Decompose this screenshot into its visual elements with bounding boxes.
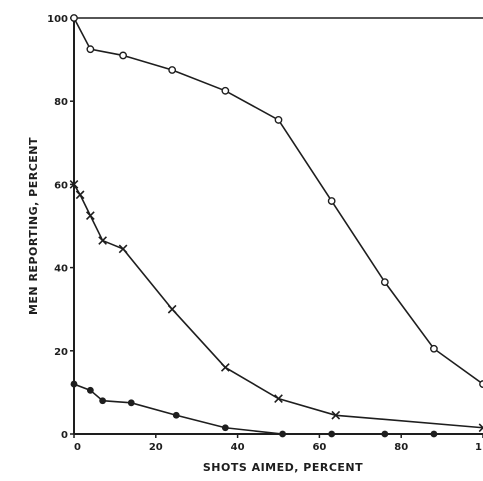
data-point [99, 397, 107, 405]
series-layer [69, 14, 483, 438]
series-x [69, 180, 483, 433]
data-point [328, 430, 336, 438]
axes [73, 17, 483, 435]
data-point [75, 190, 85, 200]
x-tick-label: 80 [394, 442, 408, 453]
data-point [98, 236, 107, 245]
data-point [69, 180, 79, 189]
y-tick-label: 0 [61, 430, 68, 441]
data-point [220, 363, 230, 372]
x-tick-label: 1 [475, 442, 482, 453]
data-point [86, 45, 95, 54]
data-point [331, 410, 341, 420]
x-tick-label: 20 [149, 442, 163, 453]
x-tick-label: 60 [312, 442, 326, 453]
data-point [381, 430, 389, 438]
series-circle-filled [70, 380, 438, 438]
y-tick-label: 60 [54, 180, 68, 191]
data-point [167, 304, 177, 314]
x-tick-label: 40 [231, 442, 245, 453]
data-point [478, 423, 483, 433]
series-circle-open [70, 14, 483, 388]
y-tick-label: 80 [54, 97, 68, 108]
data-point [172, 411, 180, 419]
data-point [85, 211, 95, 220]
data-point [274, 394, 283, 404]
y-ticks: 0 20 40 60 80 100 [47, 14, 74, 441]
data-point [380, 278, 389, 287]
y-tick-label: 20 [54, 347, 68, 358]
series-line [73, 183, 483, 429]
data-point [168, 66, 177, 74]
data-point [327, 197, 336, 205]
data-point [221, 424, 229, 432]
x-ticks: 0 20 40 60 80 1 [73, 434, 483, 453]
data-point [221, 86, 230, 95]
x-tick-label: 0 [74, 442, 81, 453]
x-axis-label: SHOTS AIMED, PERCENT [203, 461, 363, 474]
data-point [127, 399, 135, 407]
data-point [430, 430, 438, 438]
data-point [86, 386, 94, 394]
series-line [73, 17, 483, 385]
series-line [73, 383, 434, 435]
y-tick-label: 40 [54, 264, 68, 275]
data-point [70, 380, 78, 388]
y-tick-label: 100 [47, 14, 68, 25]
data-point [70, 14, 78, 22]
data-point [118, 244, 128, 254]
data-point [430, 344, 438, 353]
data-point [279, 430, 286, 438]
data-point [274, 116, 283, 124]
data-point [119, 51, 127, 60]
y-axis-label: MEN REPORTING, PERCENT [27, 137, 40, 315]
